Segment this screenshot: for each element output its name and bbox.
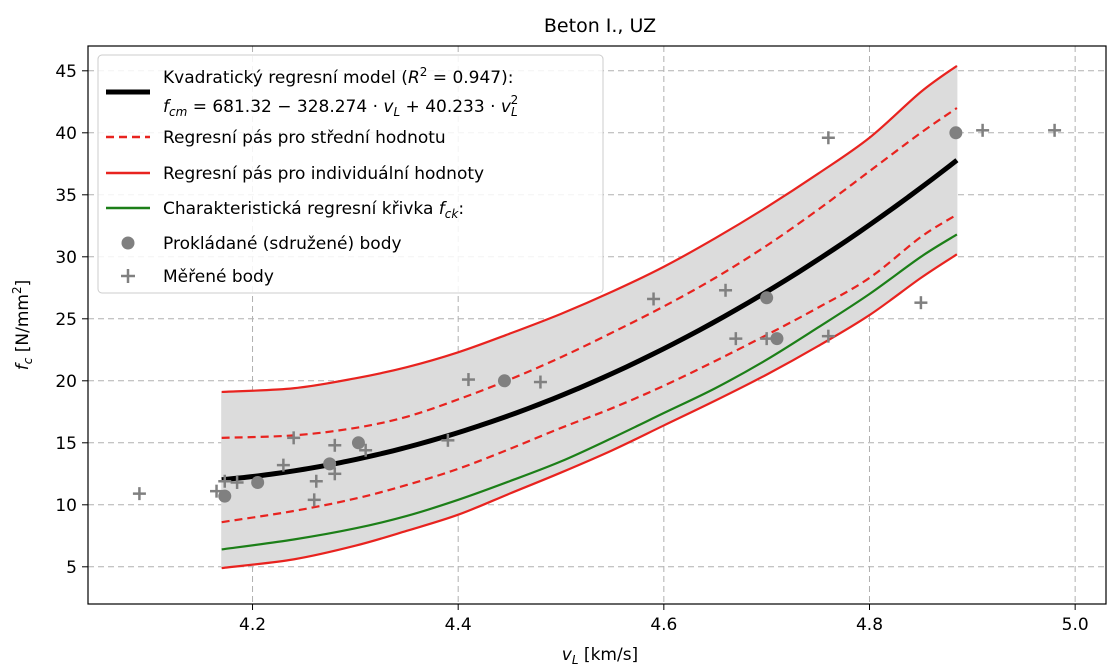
y-tick-label: 15 xyxy=(55,434,77,454)
mean-band-upper xyxy=(221,107,958,439)
measured-point xyxy=(441,433,455,447)
plot-frame xyxy=(87,45,1107,605)
legend: Kvadratický regresní model (R2 = 0.947):… xyxy=(97,54,604,294)
measured-point xyxy=(328,467,342,481)
fitted-point xyxy=(949,126,963,140)
measured-point xyxy=(760,332,774,346)
fitted-point xyxy=(497,374,511,388)
mean-band-lower xyxy=(221,213,958,524)
measured-point xyxy=(132,487,146,501)
regression-curves xyxy=(221,64,959,570)
x-tick-label: 4.6 xyxy=(650,615,677,635)
y-tick-label: 45 xyxy=(55,62,77,82)
fitted-point xyxy=(251,475,265,489)
legend-model-equation: fcm = 681.32 − 328.274 · vL + 40.233 · v… xyxy=(163,93,518,119)
legend-fitted-points-marker xyxy=(121,236,135,250)
measured-point xyxy=(307,493,321,507)
y-tick-label: 5 xyxy=(66,558,77,578)
data-points xyxy=(132,123,1062,507)
legend-characteristic-label: Charakteristická regresní křivka fck: xyxy=(163,199,464,221)
chart-title: Beton I., UZ xyxy=(544,15,656,37)
y-tick-label: 35 xyxy=(55,186,77,206)
measured-point xyxy=(309,474,323,488)
characteristic-curve xyxy=(221,233,958,551)
y-tick-label: 30 xyxy=(55,248,77,268)
plot-area: 4.2 4.4 4.6 4.8 5.0 5 10 15 20 25 30 35 40 45 xyxy=(55,45,1107,635)
x-axis-label: vL [km/s] xyxy=(562,645,638,667)
y-axis-ticks: 5 10 15 20 25 30 35 40 45 xyxy=(55,62,88,578)
measured-point xyxy=(914,296,928,310)
measured-point xyxy=(461,373,475,387)
y-tick-label: 40 xyxy=(55,124,77,144)
measured-point xyxy=(821,329,835,343)
legend-indiv-band-label: Regresní pás pro individuální hodnoty xyxy=(163,164,484,184)
measured-point xyxy=(821,131,835,145)
y-axis-label: fc [N/mm2] xyxy=(10,280,35,371)
y-tick-label: 20 xyxy=(55,372,77,392)
measured-point xyxy=(359,443,373,457)
y-tick-label: 25 xyxy=(55,310,77,330)
measured-point xyxy=(647,292,661,306)
legend-model-label: Kvadratický regresní model (R2 = 0.947): xyxy=(163,65,513,88)
x-tick-label: 4.8 xyxy=(856,615,883,635)
individual-band-lower xyxy=(221,253,958,570)
legend-fitted-points-label: Prokládané (sdružené) body xyxy=(163,234,402,254)
regression-model-curve xyxy=(221,158,959,483)
fitted-point xyxy=(760,291,774,305)
fitted-point xyxy=(323,457,337,471)
measured-point xyxy=(533,375,547,389)
legend-box xyxy=(97,54,604,294)
fitted-point xyxy=(218,489,232,503)
measured-point xyxy=(287,431,301,445)
measured-point xyxy=(976,123,990,137)
measured-point xyxy=(729,332,743,346)
y-tick-label: 10 xyxy=(55,496,77,516)
legend-measured-points-marker xyxy=(121,269,135,283)
x-tick-label: 4.2 xyxy=(239,615,266,635)
measured-point xyxy=(328,438,342,452)
fitted-point xyxy=(770,332,784,346)
individual-band-upper xyxy=(221,64,958,394)
fitted-point xyxy=(351,436,365,450)
measured-point xyxy=(218,474,232,488)
measured-point xyxy=(1048,123,1062,137)
x-axis-ticks: 4.2 4.4 4.6 4.8 5.0 xyxy=(239,604,1089,635)
measured-point xyxy=(210,484,224,498)
x-tick-label: 4.4 xyxy=(445,615,472,635)
measured-point xyxy=(719,283,733,297)
legend-measured-points-label: Měřené body xyxy=(163,267,274,287)
measured-point xyxy=(276,458,290,472)
x-tick-label: 5.0 xyxy=(1062,615,1089,635)
legend-mean-band-label: Regresní pás pro střední hodnotu xyxy=(163,128,446,148)
measured-point xyxy=(230,475,244,489)
